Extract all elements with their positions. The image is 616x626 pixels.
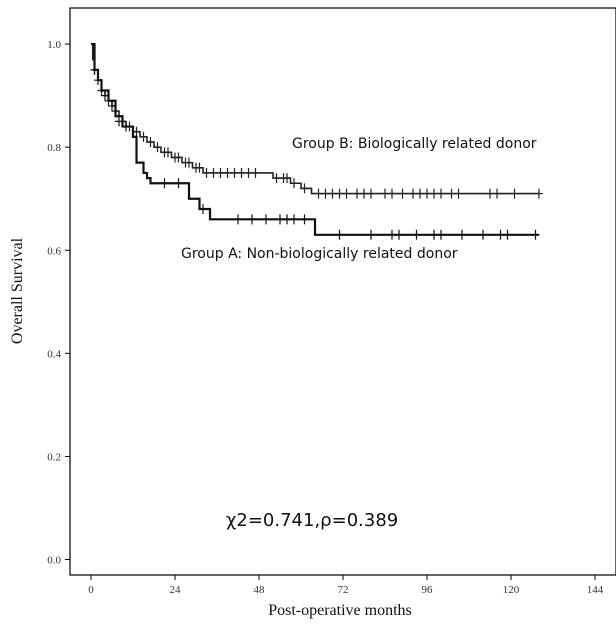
x-tick-label: 120 [503,584,520,596]
x-tick-label: 72 [338,584,349,596]
censor-mark [122,121,130,132]
censor-mark [381,188,389,199]
y-tick-label: 0.0 [47,555,61,567]
censor-mark [535,188,543,199]
censor-mark [300,183,309,194]
censor-mark [164,147,172,158]
censor-mark [430,229,438,240]
plot-frame [69,7,616,576]
y-axis-ticks: 0.0 0.2 0.4 0.6 0.8 1.0 [47,39,70,567]
x-tick-label: 24 [170,584,182,596]
statistic-annotation: χ2=0.741,ρ=0.389 [226,510,398,531]
x-tick-label: 144 [587,584,604,596]
censor-mark [237,167,246,178]
series-group-a [90,42,540,240]
censor-mark [209,167,218,178]
censor-mark [447,188,456,199]
censor-mark [115,116,123,127]
censor-mark [367,188,375,199]
censor-mark [454,188,463,199]
group-a-label: Group A: Non-biologically related donor [181,246,458,262]
y-tick-label: 0.4 [47,348,61,360]
censor-mark [409,188,417,199]
censor-mark [503,229,512,240]
censor-mark [300,214,309,225]
censor-mark [367,229,375,240]
y-tick-label: 0.2 [47,451,61,463]
censor-mark [272,173,281,184]
censor-mark [437,188,445,199]
censor-mark [251,167,260,178]
censor-mark [283,173,291,184]
x-axis-title: Post-operative months [268,602,412,619]
censor-mark [328,188,337,199]
x-tick-label: 0 [88,584,94,596]
censor-mark [153,142,162,153]
y-tick-label: 0.6 [47,245,61,257]
censor-mark [283,214,291,225]
censor-mark [388,188,396,199]
censor-mark [496,229,505,240]
censor-mark [202,167,211,178]
censor-mark [416,188,424,199]
series-line [91,43,539,195]
censor-mark [223,167,232,178]
censor-mark [458,229,466,240]
censor-mark [335,188,344,199]
x-axis-ticks: 0 24 48 72 96 120 144 [88,575,604,596]
censor-mark [290,178,298,189]
censor-mark [398,188,407,199]
censor-mark [314,188,323,199]
censor-mark [360,188,368,199]
censor-mark [493,188,501,199]
censor-mark [216,167,225,178]
censor-mark [262,214,270,225]
censor-mark [230,167,239,178]
censor-mark [321,188,330,199]
censor-mark [395,229,403,240]
censor-mark [430,188,438,199]
series-line [91,42,539,236]
x-tick-label: 96 [422,584,434,596]
y-tick-label: 0.8 [47,142,61,154]
censor-mark [388,229,396,240]
group-b-label: Group B: Biologically related donor [292,136,537,152]
censor-mark [290,214,298,225]
series-layer [90,42,543,240]
censor-mark [199,204,207,215]
censor-mark [335,229,344,240]
censor-mark [90,64,99,75]
censor-mark [342,188,351,199]
y-tick-label: 1.0 [47,39,61,51]
censor-mark [423,188,431,199]
censor-mark [412,229,421,240]
censor-mark [174,178,183,189]
censor-mark [146,137,155,148]
y-axis-title: Overall Survival [9,237,26,344]
series-group-b [90,43,543,199]
censor-mark [276,214,284,225]
censor-mark [185,157,193,168]
censor-mark [479,229,487,240]
censor-mark [248,214,256,225]
censor-mark [101,90,109,101]
censor-mark [139,131,148,142]
censor-mark [160,178,169,189]
censor-mark [531,229,540,240]
censor-mark [437,229,445,240]
censor-mark [244,167,253,178]
censor-mark [510,188,519,199]
censor-mark [108,100,116,111]
censor-mark [234,214,242,225]
x-tick-label: 48 [254,584,266,596]
censor-mark [486,188,494,199]
censor-mark [174,152,183,163]
censor-mark [195,162,204,173]
censor-mark [353,188,361,199]
